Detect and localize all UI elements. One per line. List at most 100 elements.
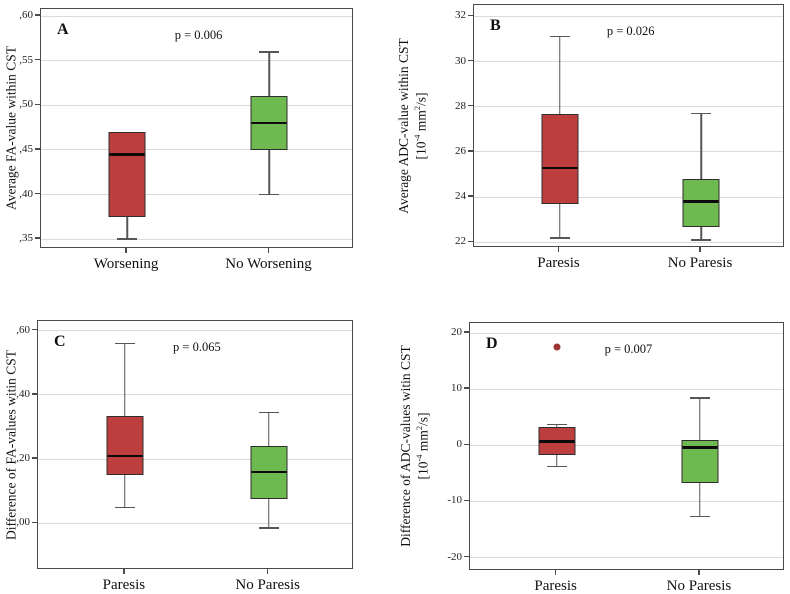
y-tick-mark (35, 14, 40, 16)
unit-superscript: -4 (412, 134, 422, 142)
y-tick-mark (35, 148, 40, 150)
gridline (41, 60, 352, 62)
y-axis-label-text: Difference of ADC-values witin CST (397, 345, 413, 547)
gridline (470, 332, 783, 334)
y-tick-label: 26 (455, 144, 466, 157)
gridline (38, 522, 352, 524)
y-axis-label-line: Average ADC-value within CST (396, 38, 413, 214)
y-tick-mark (35, 58, 40, 61)
boxplot-median (107, 454, 143, 458)
y-tick-mark (464, 499, 469, 502)
x-category-label: Paresis (537, 255, 580, 271)
gridline (470, 388, 783, 390)
y-tick-label: -10 (447, 494, 462, 507)
y-axis-label: Average ADC-value within CST [10-4 mm2/s] (396, 38, 430, 214)
x-category-label: No Paresis (667, 255, 733, 271)
gridline (41, 194, 352, 196)
gridline (38, 458, 352, 460)
y-tick-label: ,55 (19, 53, 33, 66)
y-tick-label: 22 (455, 235, 466, 248)
gridline (41, 149, 352, 151)
boxplot-whisker (700, 113, 702, 241)
boxplot-median (251, 470, 287, 474)
unit-superscript: -4 (414, 454, 424, 462)
boxplot-median (539, 440, 575, 443)
boxplot-box-red (106, 415, 144, 476)
x-category-label: No Paresis (235, 577, 300, 593)
x-tick-mark (698, 570, 700, 575)
outlier-point (553, 343, 561, 351)
boxplot-whisker-cap-low (546, 465, 567, 468)
boxplot-whisker-cap-low (549, 237, 570, 239)
gridline (470, 444, 783, 446)
gridline (41, 104, 352, 106)
y-tick-mark (464, 555, 469, 558)
panel-D: Difference of ADC-values witin CST [10-4 … (395, 297, 790, 594)
boxplot-whisker-cap-low (258, 527, 279, 529)
y-tick-mark (35, 103, 40, 106)
boxplot-whisker-cap-high (546, 423, 567, 426)
gridline (474, 106, 783, 108)
boxplot-median (542, 166, 578, 169)
panel-B: Average ADC-value within CST [10-4 mm2/s]… (395, 0, 790, 297)
boxplot-median (682, 446, 718, 449)
y-tick-label: ,35 (19, 232, 33, 245)
panel-letter: C (54, 333, 66, 350)
y-tick-label: 24 (455, 190, 466, 203)
y-tick-label: ,45 (19, 142, 33, 155)
y-axis-label-line: [10-4 mm2/s] (413, 38, 430, 214)
gridline (474, 196, 783, 198)
gridline (470, 557, 783, 559)
boxplot-whisker-cap-high (689, 397, 710, 399)
boxplot-median (251, 121, 287, 125)
x-tick-mark (125, 248, 127, 253)
p-value-label: p = 0.007 (604, 342, 653, 356)
unit-superscript: 2 (414, 425, 424, 431)
y-axis-label: Average FA-value within CST (4, 46, 21, 210)
boxplot-median (683, 200, 719, 203)
y-tick-label: ,40 (16, 387, 30, 400)
y-tick-mark (35, 192, 40, 195)
y-axis-label: Difference of FA-values witin CST (4, 350, 21, 540)
y-tick-mark (468, 240, 473, 243)
unit-superscript: 2 (412, 105, 422, 110)
y-axis-label-text: Difference of FA-values witin CST (3, 349, 19, 540)
boxplot-whisker-cap-high (259, 51, 280, 53)
x-tick-mark (699, 247, 701, 252)
y-tick-mark (468, 150, 473, 152)
y-axis-label-line: Difference of FA-values witin CST (4, 350, 21, 540)
boxplot-box-red (108, 132, 146, 217)
y-axis-label: Difference of ADC-values witin CST [10-4 … (398, 345, 432, 546)
boxplot-whisker-cap-low (689, 515, 710, 518)
y-tick-label: -20 (447, 550, 462, 563)
x-tick-mark (267, 248, 270, 253)
x-category-label: Paresis (102, 577, 146, 593)
y-tick-mark (464, 443, 469, 446)
x-category-label: Worsening (93, 256, 159, 272)
boxplot-whisker-cap-high (549, 35, 570, 38)
gridline (474, 61, 783, 62)
gridline (470, 500, 783, 502)
y-axis-label-text: /s] (413, 91, 429, 106)
y-axis-label-text: Average ADC-value within CST (395, 37, 411, 214)
y-axis-label-text: Average FA-value within CST (3, 45, 19, 211)
y-axis-label-text: mm (415, 430, 431, 455)
x-tick-mark (557, 247, 560, 252)
y-tick-mark (468, 195, 473, 197)
y-tick-mark (32, 457, 37, 459)
y-tick-label: 10 (451, 382, 462, 395)
x-tick-mark (123, 569, 125, 574)
boxplot-whisker-cap-high (691, 112, 712, 115)
y-axis-label-text: [10 (413, 141, 429, 160)
y-tick-label: 20 (451, 326, 462, 339)
x-category-label: No Paresis (666, 578, 732, 594)
y-tick-mark (32, 521, 37, 524)
p-value-label: p = 0.006 (174, 28, 223, 42)
y-tick-mark (468, 104, 473, 107)
